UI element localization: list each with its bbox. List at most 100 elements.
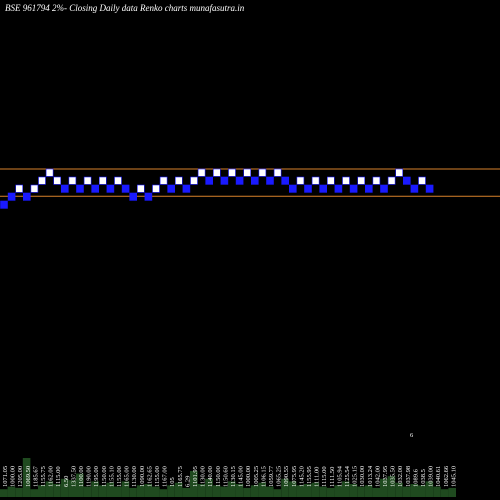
volume-label: 1111.50: [329, 467, 336, 487]
brick-up: [296, 176, 305, 185]
volume-label: 1035.50: [390, 466, 397, 487]
volume-bar: [152, 486, 160, 497]
brick-up: [357, 176, 366, 185]
volume-bar: [60, 478, 69, 497]
brick-up: [258, 168, 267, 177]
brick-down: [7, 192, 16, 201]
volume-label: 1100.00: [78, 466, 85, 487]
volume-label: 1045.10: [450, 466, 457, 487]
brick-up: [311, 176, 320, 185]
volume-label: 1059.77: [268, 465, 275, 487]
volume-bar: [395, 482, 403, 497]
volume-label: 1130.15: [230, 466, 237, 487]
volume-bar: [349, 484, 358, 497]
brick-down: [205, 176, 213, 185]
volume-bar: [372, 487, 380, 497]
brick-down: [0, 200, 8, 209]
volume-bar: [144, 484, 152, 497]
volume-label: 1111.00: [314, 467, 321, 487]
volume-bar: [15, 487, 23, 497]
volume-bar: [228, 481, 236, 497]
brick-up: [273, 168, 282, 177]
volume-bar: [167, 485, 175, 497]
brick-down: [129, 192, 137, 201]
volume-label: 1000.00: [245, 466, 252, 487]
volume-label: 1150.00: [101, 466, 108, 487]
volume-bar: [342, 481, 350, 497]
brick-down: [266, 176, 274, 185]
brick-up: [83, 176, 92, 185]
volume-label: 1105.94: [336, 465, 343, 487]
volume-bar: [440, 489, 449, 497]
brick-up: [15, 184, 23, 193]
brick-up: [114, 176, 122, 185]
volume-label: 1162.65: [146, 466, 153, 487]
volume-bar: [53, 484, 61, 497]
brick-down: [60, 184, 69, 193]
volume-bar: [364, 485, 373, 497]
volume-bar: [266, 486, 274, 497]
brick-up: [213, 168, 221, 177]
volume-label: 1195.00: [93, 466, 100, 487]
volume-label: 1039.00: [428, 466, 435, 487]
volume-bar: [319, 486, 327, 497]
brick-down: [167, 184, 175, 193]
volume-bar: [174, 482, 183, 497]
volume-bar: [7, 486, 16, 497]
volume-bar: [357, 486, 365, 497]
volume-bar: [83, 486, 92, 497]
volume-bar: [212, 485, 221, 497]
brick-down: [425, 184, 434, 193]
volume-bar: [0, 489, 8, 497]
brick-up: [228, 168, 236, 177]
volume-bar: [380, 478, 388, 497]
volume-label: 1075.95: [291, 466, 298, 487]
volume-bar: [311, 482, 320, 497]
volume-bar: [45, 481, 54, 497]
volume-label: 6.50: [63, 476, 70, 487]
volume-label: 1130.00: [131, 466, 138, 487]
brick-down: [251, 176, 259, 185]
volume-label: 1155.00: [116, 466, 123, 487]
volume-label: 1013.24: [367, 465, 374, 487]
volume-bar: [129, 487, 137, 497]
volume-bar: [22, 458, 31, 497]
brick-down: [235, 176, 244, 185]
brick-down: [334, 184, 343, 193]
brick-up: [342, 176, 350, 185]
volume-bar: [334, 485, 342, 497]
brick-up: [418, 176, 426, 185]
volume-bar: [273, 489, 282, 497]
volume-label: 1165.00: [124, 466, 131, 487]
volume-bar: [76, 473, 84, 497]
volume-label: 1106.15: [260, 466, 267, 487]
brick-down: [349, 184, 358, 193]
volume-bar: [402, 486, 411, 497]
volume-label: 1150.60: [222, 466, 229, 487]
volume-bar: [159, 489, 168, 497]
volume-label: 1090.00: [139, 466, 146, 487]
volume-label: 1167.00: [162, 466, 169, 487]
brick-down: [91, 184, 99, 193]
volume-label: 1101.95: [192, 466, 199, 487]
brick-down: [106, 184, 115, 193]
brick-down: [76, 184, 84, 193]
volume-label: 1025.15: [352, 466, 359, 487]
volume-bar: [38, 485, 46, 497]
volume-bar: [197, 484, 206, 497]
volume-label: 1140.00: [207, 466, 214, 487]
volume-label: 1162.00: [48, 466, 55, 487]
volume-labels: 1071.05 1000.00 1205.00 1069.50 1185.67 1155.…: [2, 465, 457, 487]
volume-bar: [91, 481, 99, 497]
volume-label: 1090.55: [283, 466, 290, 487]
volume-bar: [281, 478, 289, 497]
volume-label: 6.29: [184, 476, 191, 487]
volume-label: 1115.00: [55, 466, 62, 487]
volume-label: 1155.95: [306, 466, 313, 487]
volume-label: 1000.00: [10, 466, 17, 487]
brick-down: [220, 176, 229, 185]
volume-label: 1125.54: [344, 465, 351, 487]
chart-title: BSE 961794 2%- Closing Daily data Renko …: [5, 3, 245, 13]
volume-label: 1145.20: [298, 466, 305, 487]
